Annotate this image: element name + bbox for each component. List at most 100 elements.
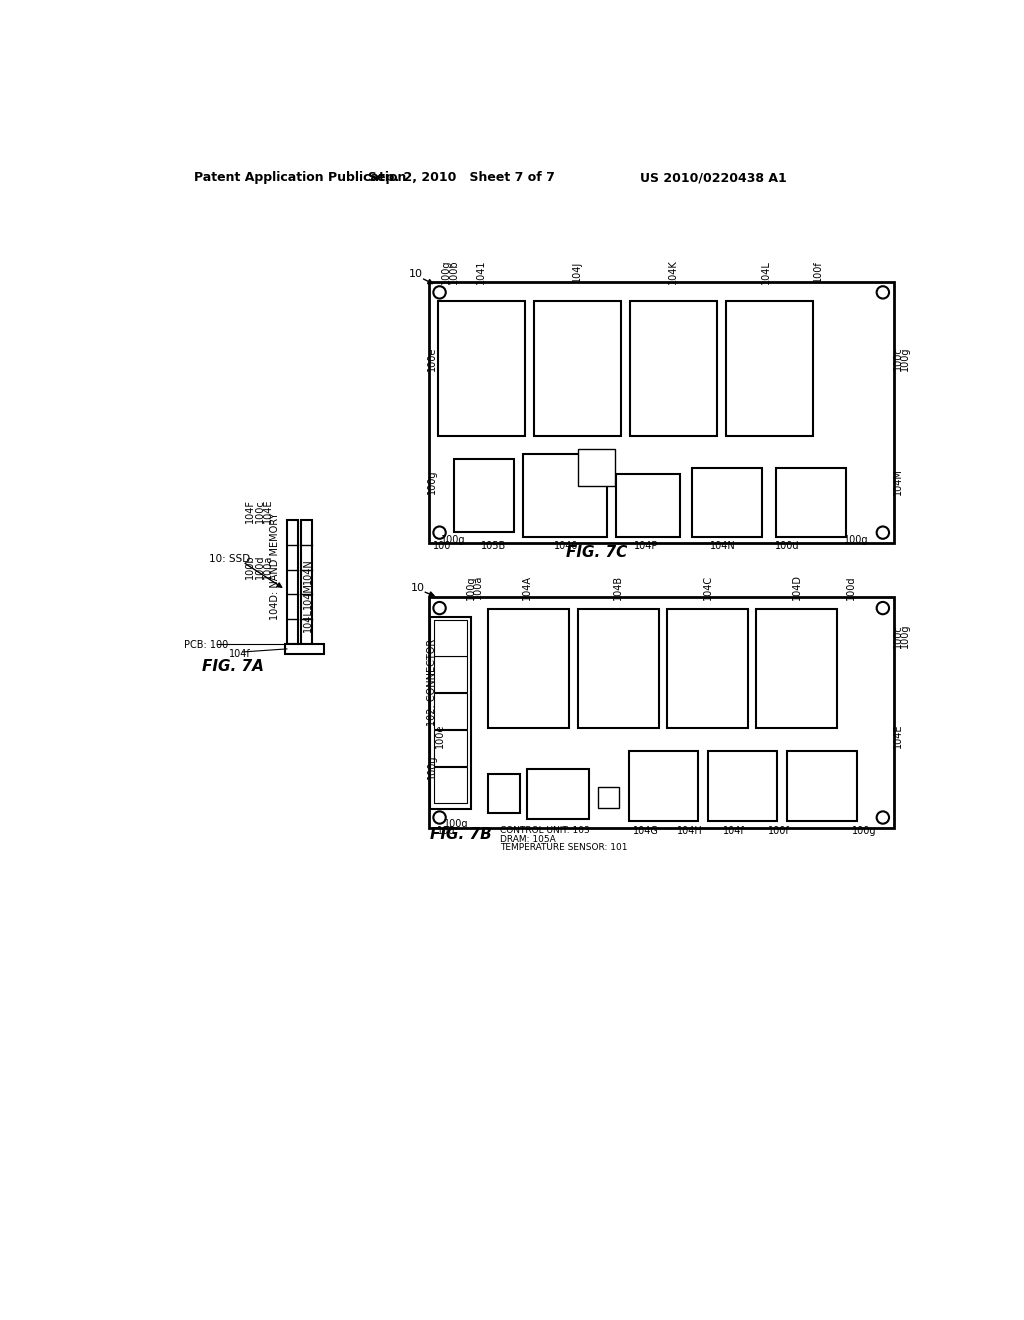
Bar [630, 301, 717, 436]
Text: 100g: 100g [900, 623, 910, 648]
Text: 10: SSD: 10: SSD [209, 554, 251, 564]
Bar [708, 751, 777, 821]
Circle shape [877, 602, 889, 614]
Bar [523, 454, 607, 537]
Text: 104J: 104J [571, 261, 582, 282]
Text: Sep. 2, 2010   Sheet 7 of 7: Sep. 2, 2010 Sheet 7 of 7 [368, 172, 555, 185]
Bar [487, 775, 520, 813]
Text: 102: CONNECTOR: 102: CONNECTOR [427, 639, 437, 726]
Bar [726, 301, 813, 436]
Text: 100a: 100a [473, 576, 483, 599]
Bar [578, 449, 614, 486]
Text: 104M: 104M [303, 582, 312, 610]
Text: 100g: 100g [440, 259, 451, 284]
Text: FIG. 7A: FIG. 7A [202, 659, 263, 675]
Text: 104A: 104A [522, 574, 532, 599]
Text: 100g: 100g [441, 535, 466, 545]
Text: 104B: 104B [612, 574, 623, 599]
Bar [434, 693, 467, 729]
Bar [578, 609, 658, 729]
Text: 100c: 100c [255, 499, 265, 523]
Bar [598, 788, 618, 808]
Text: 100d: 100d [846, 576, 856, 599]
Text: 104K: 104K [668, 259, 678, 284]
Bar [438, 301, 524, 436]
Circle shape [877, 527, 889, 539]
Text: 104E: 104E [262, 499, 272, 523]
Circle shape [877, 286, 889, 298]
Bar [434, 767, 467, 803]
Circle shape [433, 286, 445, 298]
Text: 104L: 104L [761, 260, 771, 284]
Bar [756, 609, 838, 729]
Text: 100g: 100g [427, 470, 437, 494]
Text: 104D: NAND MEMORY: 104D: NAND MEMORY [270, 512, 281, 620]
Text: US 2010/0220438 A1: US 2010/0220438 A1 [640, 172, 786, 185]
Text: Patent Application Publication: Patent Application Publication [194, 172, 407, 185]
Bar [434, 656, 467, 693]
Text: 100g: 100g [427, 755, 437, 779]
Bar [692, 469, 762, 537]
Text: PCB: 100: PCB: 100 [183, 640, 228, 649]
Text: 100d: 100d [255, 554, 265, 578]
Text: 100g: 100g [852, 825, 877, 836]
Bar [786, 751, 856, 821]
Text: 1041: 1041 [475, 259, 485, 284]
Text: DRAM: 105A: DRAM: 105A [500, 834, 556, 843]
Text: 104F: 104F [246, 499, 255, 523]
Bar [286, 644, 324, 655]
Bar [616, 474, 680, 537]
Bar [629, 751, 698, 821]
Bar [487, 609, 569, 729]
Bar [527, 770, 589, 818]
Bar [454, 459, 514, 532]
Text: 100g: 100g [900, 346, 910, 371]
Text: 100f: 100f [813, 261, 822, 282]
Bar [434, 730, 467, 766]
Text: 100b: 100b [449, 259, 459, 284]
Text: CONTROL UNIT: 103: CONTROL UNIT: 103 [500, 826, 590, 836]
Text: 104M: 104M [893, 469, 902, 495]
Text: FIG. 7C: FIG. 7C [566, 545, 628, 560]
Text: 100d: 100d [774, 541, 799, 552]
Bar [429, 281, 894, 544]
Bar [535, 301, 621, 436]
Circle shape [433, 602, 445, 614]
Text: 104P: 104P [634, 541, 657, 552]
Text: 100g: 100g [466, 576, 475, 599]
Text: 100f: 100f [768, 825, 790, 836]
Circle shape [433, 812, 445, 824]
Bar [430, 616, 471, 809]
Text: 100c: 100c [893, 624, 902, 648]
Text: 1040: 1040 [554, 541, 579, 552]
Text: 100g: 100g [444, 818, 469, 829]
Bar [301, 520, 311, 644]
Bar [667, 609, 748, 729]
Circle shape [877, 812, 889, 824]
Text: 104C: 104C [702, 574, 713, 599]
Text: 104E: 104E [893, 723, 902, 748]
Text: 100e: 100e [434, 723, 444, 748]
Bar [429, 597, 894, 829]
Text: 10: 10 [410, 269, 423, 279]
Text: 100b: 100b [246, 554, 255, 578]
Bar [287, 520, 298, 644]
Text: 104D: 104D [792, 574, 802, 601]
Text: 104f: 104f [228, 649, 251, 659]
Text: 104H: 104H [677, 825, 702, 836]
Text: 105B: 105B [481, 541, 507, 552]
Text: 100c: 100c [893, 347, 902, 371]
Text: 100g: 100g [844, 535, 868, 545]
Text: FIG. 7B: FIG. 7B [430, 826, 492, 842]
Text: 10: 10 [411, 583, 425, 593]
Text: 104f: 104f [723, 825, 744, 836]
Text: 104N: 104N [303, 558, 312, 583]
Text: 100: 100 [436, 825, 455, 836]
Text: 104L: 104L [303, 609, 312, 632]
Text: 104G: 104G [633, 825, 658, 836]
Bar [776, 469, 846, 537]
Text: 100e: 100e [427, 346, 437, 371]
Text: 100: 100 [433, 541, 451, 552]
Text: 100a: 100a [262, 554, 272, 578]
Bar [434, 619, 467, 656]
